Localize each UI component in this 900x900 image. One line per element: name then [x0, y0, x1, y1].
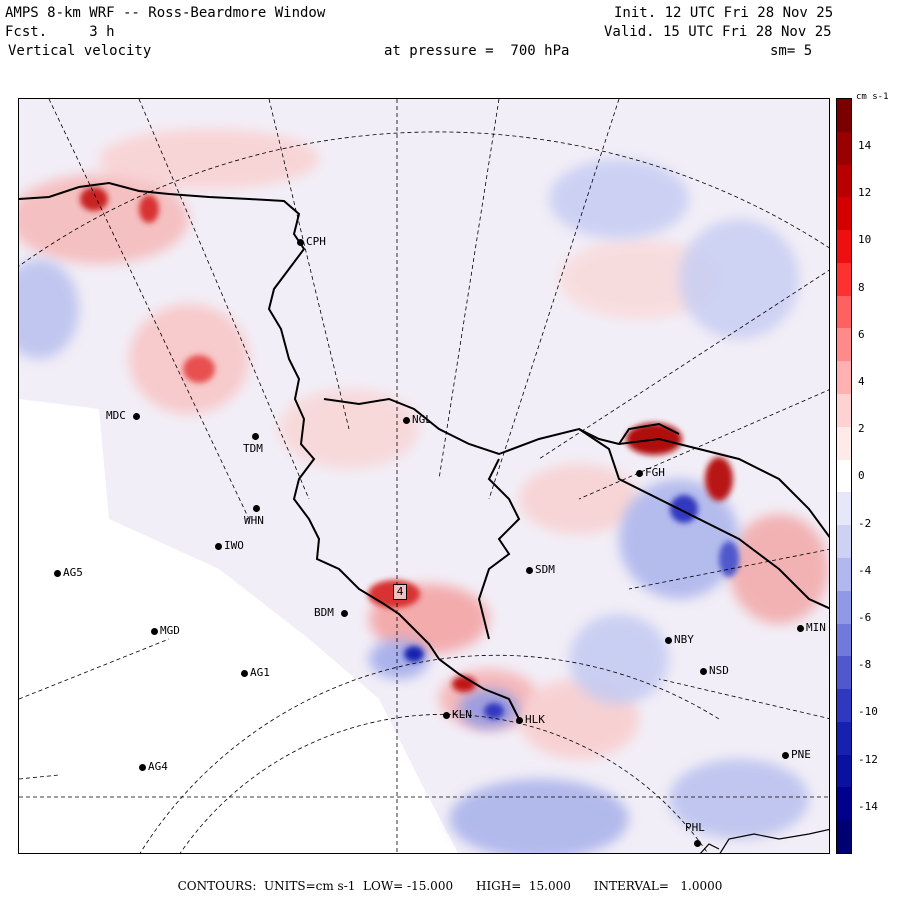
station-dot-kln — [443, 712, 450, 719]
coastline — [19, 181, 829, 720]
colorbar-tick-label: 10 — [858, 233, 872, 247]
station-label-hlk: HLK — [525, 713, 545, 726]
forecast-hour: Fcst. 3 h — [5, 24, 115, 40]
station-dot-min — [797, 625, 804, 632]
graticule — [19, 99, 829, 853]
colorbar-tick-label: 4 — [858, 375, 865, 388]
map-canvas — [19, 99, 829, 853]
station-label-min: MIN — [806, 621, 826, 634]
station-label-nsd: NSD — [709, 664, 729, 677]
colorbar-segment — [837, 361, 851, 395]
station-label-mgd: MGD — [160, 624, 180, 637]
colorbar-tick-label: 2 — [858, 422, 865, 436]
colorbar-segment — [837, 230, 851, 264]
station-dot-hlk — [516, 717, 523, 724]
colorbar-segment — [837, 787, 851, 821]
station-label-ngl: NGL — [412, 413, 432, 426]
colorbar-segment — [837, 721, 851, 756]
colorbar-tick-label: -12 — [858, 752, 878, 766]
station-label-whn: WHN — [244, 514, 264, 527]
station-dot-ag5 — [54, 570, 61, 577]
map-panel: 4 — [18, 98, 830, 854]
station-dot-bdm — [341, 610, 348, 617]
contour-info: CONTOURS: UNITS=cm s-1 LOW= -15.000 HIGH… — [177, 879, 723, 893]
station-label-phl: PHL — [685, 821, 705, 834]
station-dot-iwo — [215, 543, 222, 550]
colorbar-segment — [837, 295, 851, 329]
colorbar-tick-label: -4 — [858, 563, 872, 577]
init-time: Init. 12 UTC Fri 28 Nov 25 — [614, 5, 834, 21]
colorbar-segment — [837, 656, 851, 690]
station-dot-mgd — [151, 628, 158, 635]
colorbar-tick-label: 14 — [858, 139, 872, 152]
colorbar-segment — [837, 197, 851, 231]
no-data-region — [19, 399, 458, 853]
field-name: Vertical velocity — [8, 43, 152, 59]
station-dot-nby — [665, 637, 672, 644]
colorbar-tick-label: -14 — [858, 799, 878, 813]
station-label-iwo: IWO — [224, 539, 244, 552]
colorbar-segment — [837, 820, 851, 854]
station-label-ag5: AG5 — [63, 566, 83, 579]
station-label-pne: PNE — [791, 748, 811, 761]
station-dot-sdm — [526, 567, 533, 574]
colorbar-tick-label: -10 — [858, 705, 878, 719]
colorbar-tick-label: -8 — [858, 658, 872, 672]
colorbar-tick-label: -6 — [858, 611, 872, 624]
colorbar-segment — [837, 754, 851, 788]
station-label-nby: NBY — [674, 633, 694, 646]
colorbar — [836, 98, 852, 854]
station-label-ag1: AG1 — [250, 666, 270, 679]
station-dot-phl — [694, 840, 701, 847]
station-label-fgh: FGH — [645, 466, 665, 479]
colorbar-segment — [837, 525, 851, 559]
colorbar-tick-label: -2 — [858, 516, 872, 530]
colorbar-segment — [837, 459, 851, 493]
station-dot-tdm — [252, 433, 259, 440]
colorbar-segment — [837, 99, 851, 133]
station-dot-nsd — [700, 668, 707, 675]
station-dot-whn — [253, 505, 260, 512]
colorbar-tick-label: 6 — [858, 327, 865, 341]
station-dot-mdc — [133, 413, 140, 420]
smoothing-value: sm= 5 — [770, 43, 813, 59]
pressure-level: at pressure = 700 hPa — [384, 43, 570, 59]
station-dot-ag4 — [139, 764, 146, 771]
station-label-kln: KLN — [452, 708, 472, 721]
station-label-tdm: TDM — [243, 442, 263, 455]
station-label-ag4: AG4 — [148, 760, 168, 773]
station-label-mdc: MDC — [106, 409, 126, 422]
station-label-cph: CPH — [306, 235, 326, 248]
max-value-marker: 4 — [393, 584, 407, 600]
colorbar-segment — [837, 164, 851, 198]
colorbar-segment — [837, 623, 851, 657]
station-dot-fgh — [636, 470, 643, 477]
colorbar-segment — [837, 557, 851, 592]
colorbar-segment — [837, 394, 851, 428]
colorbar-segment — [837, 590, 851, 625]
station-dot-ag1 — [241, 670, 248, 677]
colorbar-segment — [837, 131, 851, 166]
plot-title: AMPS 8-km WRF -- Ross-Beardmore Window — [5, 5, 326, 21]
colorbar-segment — [837, 689, 851, 723]
station-label-bdm: BDM — [314, 606, 334, 619]
colorbar-segment — [837, 328, 851, 362]
station-label-sdm: SDM — [535, 563, 555, 576]
valid-time: Valid. 15 UTC Fri 28 Nov 25 — [604, 24, 832, 40]
station-dot-cph — [297, 239, 304, 246]
station-dot-pne — [782, 752, 789, 759]
colorbar-segment — [837, 262, 851, 297]
colorbar-segment — [837, 426, 851, 461]
colorbar-tick-label: 12 — [858, 186, 872, 200]
colorbar-tick-label: 0 — [858, 469, 865, 483]
colorbar-segment — [837, 492, 851, 526]
station-dot-ngl — [403, 417, 410, 424]
colorbar-units: cm s-1 — [856, 92, 889, 102]
colorbar-tick-label: 8 — [858, 280, 865, 294]
